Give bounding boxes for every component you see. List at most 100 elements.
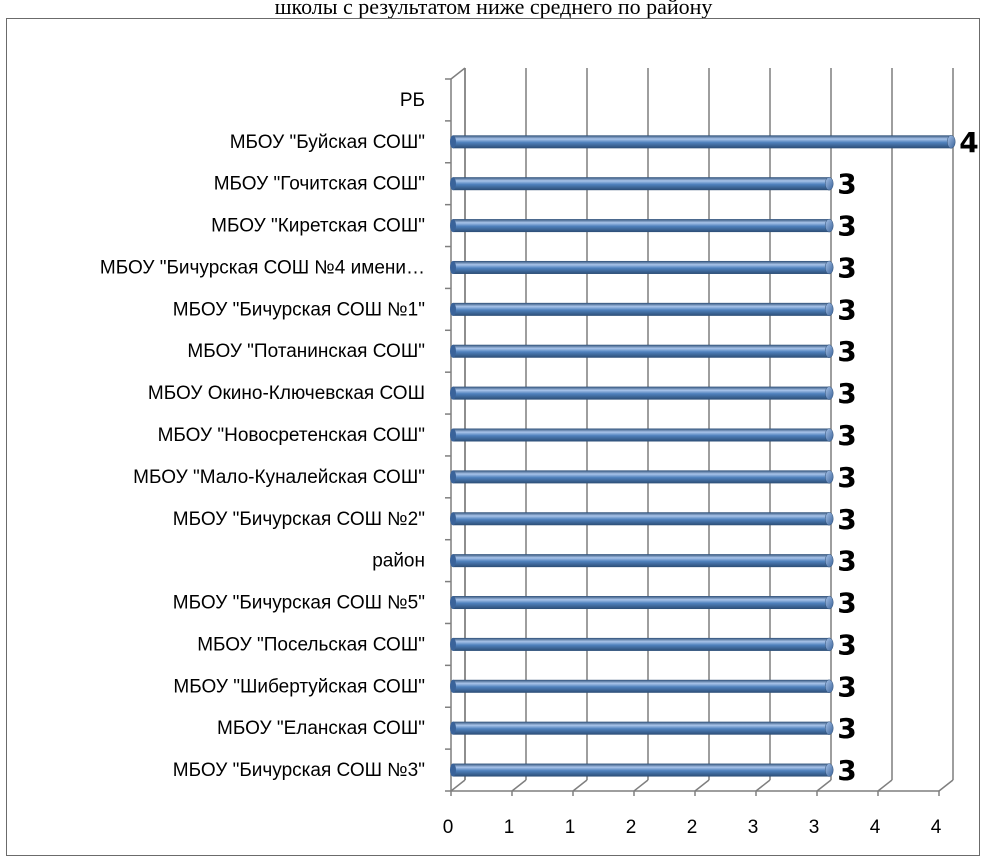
bar: [450, 302, 834, 317]
bar: [450, 135, 956, 149]
bar-end-cap: [824, 553, 834, 568]
category-label: МБОУ "Еланская СОШ": [217, 718, 425, 739]
bar-end-cap: [824, 428, 834, 442]
category-label: МБОУ "Бичурская СОШ №5": [173, 593, 425, 614]
bar-body: [453, 470, 830, 484]
bar: [450, 386, 834, 400]
x-tick-label: 2: [626, 817, 637, 838]
data-label: 3: [837, 168, 856, 201]
data-label: 3: [837, 545, 856, 578]
category-label: МБОУ "Буйская СОШ": [230, 132, 425, 153]
data-label: 3: [837, 670, 856, 703]
x-tick-label: 3: [809, 817, 820, 838]
bar-body: [453, 428, 830, 442]
data-label: 3: [837, 210, 856, 243]
bar-body: [453, 344, 830, 358]
bar-end-cap: [824, 679, 834, 694]
floor-gridline: [938, 779, 954, 792]
bar-end-cap: [824, 512, 834, 526]
floor-gridline: [450, 779, 466, 792]
data-label: 3: [837, 251, 856, 284]
bar-base-cap: [450, 637, 456, 651]
category-label: МБОУ "Мало-Куналейская СОШ": [133, 467, 425, 488]
bar-base-cap: [450, 554, 456, 568]
floor-gridline: [572, 779, 588, 792]
bar-end-cap: [824, 386, 834, 400]
bar-body: [453, 512, 830, 526]
bar: [450, 553, 834, 568]
bar-body: [453, 302, 830, 316]
bar-base-cap: [450, 721, 456, 735]
bar: [450, 176, 834, 191]
bar-body: [453, 721, 830, 735]
header-text: школы с результатом ниже среднего по рай…: [274, 0, 713, 18]
category-label: МБОУ "Шибертуйская СОШ": [173, 676, 425, 697]
bar: [450, 218, 834, 233]
bar-body: [453, 177, 830, 191]
bar-base-cap: [450, 596, 456, 610]
data-label: 3: [837, 628, 856, 661]
bar: [450, 637, 834, 652]
category-label: МБОУ "Посельская СОШ": [197, 634, 425, 655]
category-label: МБОУ "Новосретенская СОШ": [158, 425, 425, 446]
bar-end-cap: [824, 637, 834, 652]
bar-chart: 0 1 1 2 2 3 3 4 4 РБ МБОУ "Буйская СОШ" 4 МБОУ "Гочи…: [100, 67, 979, 838]
category-label: МБОУ "Бичурская СОШ №1": [173, 299, 425, 320]
category-label: МБОУ "Бичурская СОШ №2": [173, 509, 425, 530]
bar-base-cap: [450, 135, 456, 149]
bar: [450, 470, 834, 484]
category-label: МБОУ "Гочитская СОШ": [214, 174, 425, 195]
bar: [450, 512, 834, 526]
data-label: 3: [837, 503, 856, 536]
bar-end-cap: [824, 721, 834, 735]
bar-base-cap: [450, 344, 456, 358]
bar-base-cap: [450, 219, 456, 233]
bar-end-cap: [824, 470, 834, 484]
bar-body: [453, 554, 830, 568]
bar-body: [453, 135, 952, 149]
x-tick-label: 2: [687, 817, 698, 838]
bar-body: [453, 596, 830, 610]
x-tick-label: 1: [504, 817, 515, 838]
bar-base-cap: [450, 386, 456, 400]
x-tick-label: 1: [565, 817, 576, 838]
bar-end-cap: [824, 218, 834, 233]
bar-end-cap: [946, 135, 956, 149]
bar-base-cap: [450, 679, 456, 693]
bar: [450, 428, 834, 442]
x-tick-label: 4: [870, 817, 881, 838]
floor-gridline: [877, 779, 893, 792]
bar: [450, 721, 834, 735]
bar: [450, 763, 834, 777]
x-tick-label: 0: [443, 817, 454, 838]
bar-base-cap: [450, 260, 456, 274]
axis-depth-top: [450, 67, 466, 80]
data-label: 3: [837, 419, 856, 452]
data-label: 3: [837, 293, 856, 326]
data-label: 4: [959, 126, 978, 159]
bar-base-cap: [450, 470, 456, 484]
bar-end-cap: [824, 344, 834, 358]
category-label: МБОУ "Бичурская СОШ №4 имени…: [100, 257, 425, 278]
bars-layer: [450, 135, 956, 777]
bar: [450, 595, 834, 610]
bar-end-cap: [824, 176, 834, 191]
category-label: район: [372, 551, 425, 572]
labels-layer: 0 1 1 2 2 3 3 4 4 РБ МБОУ "Буйская СОШ" 4 МБОУ "Гочи…: [100, 90, 979, 838]
data-label: 3: [837, 377, 856, 410]
data-label: 3: [837, 461, 856, 494]
floor-gridline: [755, 779, 771, 792]
bar-base-cap: [450, 302, 456, 316]
data-label: 3: [837, 587, 856, 620]
bar-base-cap: [450, 512, 456, 526]
floor-gridline: [694, 779, 710, 792]
bar-body: [453, 679, 830, 693]
bar-body: [453, 386, 830, 400]
bar-base-cap: [450, 428, 456, 442]
data-label: 3: [837, 754, 856, 787]
bar: [450, 260, 834, 275]
data-label: 3: [837, 712, 856, 745]
bar-body: [453, 637, 830, 651]
category-label: МБОУ "Бичурская СОШ №3": [173, 760, 425, 781]
bar-body: [453, 219, 830, 233]
